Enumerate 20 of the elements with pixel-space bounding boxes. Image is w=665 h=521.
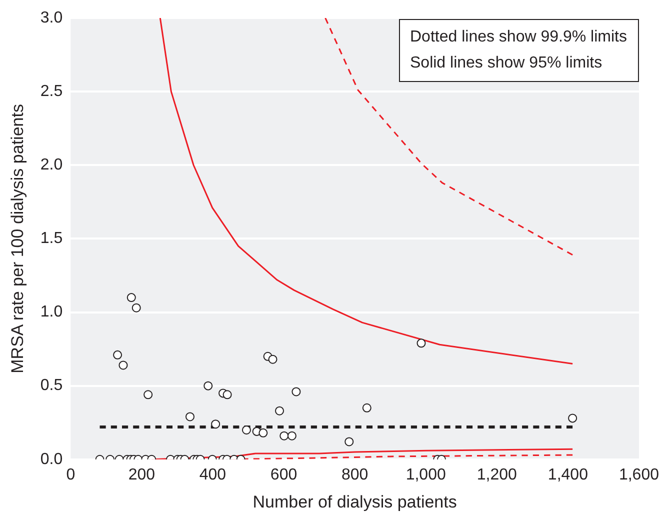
x-tick-label: 600: [270, 466, 298, 484]
x-tick-label: 1,200: [476, 466, 518, 484]
y-axis-title: MRSA rate per 100 dialysis patients: [8, 104, 27, 374]
y-tick-label: 2.5: [40, 82, 63, 100]
x-tick-label: 1,400: [548, 466, 588, 484]
y-tick-label: 0.0: [40, 450, 63, 468]
x-tick-label: 800: [341, 466, 368, 484]
y-tick-label: 3.0: [40, 9, 63, 26]
x-axis-title: Number of dialysis patients: [252, 492, 457, 512]
x-tick-label: 200: [128, 466, 156, 484]
y-tick-label: 1.5: [40, 230, 63, 248]
y-tick-label: 2.0: [40, 156, 63, 174]
x-tick-label: 0: [66, 466, 76, 484]
x-tick-label: 1,600: [618, 466, 660, 484]
x-tick-label: 400: [199, 466, 226, 484]
x-tick-label: 1,000: [406, 466, 446, 484]
y-tick-label: 0.5: [40, 377, 63, 394]
annotation: Dotted lines show 99.9% limits: [410, 28, 627, 46]
y-tick-label: 1.0: [40, 304, 63, 321]
annotation: Solid lines show 95% limits: [410, 54, 602, 72]
